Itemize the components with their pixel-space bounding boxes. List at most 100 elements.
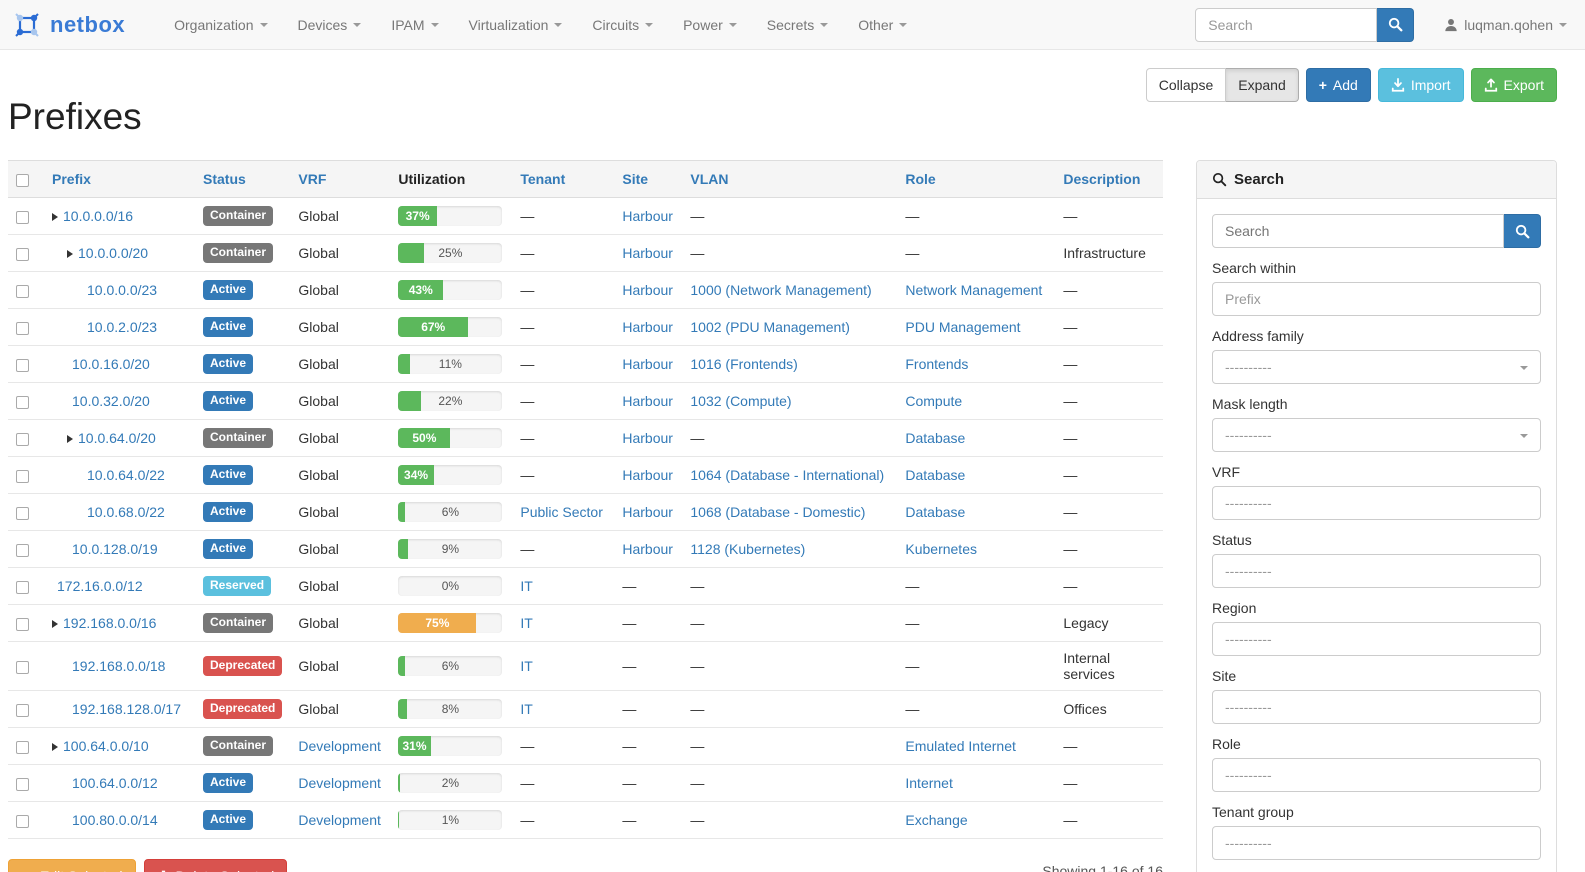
expand-button[interactable]: Expand: [1226, 68, 1299, 102]
prefix-link[interactable]: 10.0.64.0/20: [78, 430, 156, 446]
site-link[interactable]: Harbour: [622, 208, 673, 224]
vlan-link[interactable]: 1000 (Network Management): [690, 282, 872, 298]
prefix-link[interactable]: 10.0.0.0/16: [63, 208, 134, 224]
nav-item-devices[interactable]: Devices: [283, 0, 377, 50]
nav-item-power[interactable]: Power: [668, 0, 752, 50]
role-link[interactable]: Kubernetes: [905, 541, 977, 557]
vlan-link[interactable]: 1032 (Compute): [690, 393, 792, 409]
role-link[interactable]: PDU Management: [905, 319, 1021, 335]
column-header-vlan[interactable]: VLAN: [682, 160, 898, 198]
filter-select-tenant-group[interactable]: ----------: [1212, 826, 1541, 860]
filter-select-status[interactable]: ----------: [1212, 554, 1541, 588]
vlan-link[interactable]: 1068 (Database - Domestic): [690, 504, 866, 520]
vrf-link[interactable]: Development: [298, 812, 381, 828]
prefix-link[interactable]: 172.16.0.0/12: [57, 578, 143, 594]
prefix-link[interactable]: 10.0.0.0/20: [78, 245, 149, 261]
prefix-link[interactable]: 10.0.68.0/22: [87, 504, 165, 520]
nav-item-ipam[interactable]: IPAM: [376, 0, 453, 50]
filter-input-search-within[interactable]: [1212, 282, 1541, 316]
prefix-link[interactable]: 10.0.32.0/20: [72, 393, 150, 409]
row-checkbox[interactable]: [16, 395, 29, 409]
filter-select-role[interactable]: ----------: [1212, 758, 1541, 792]
nav-item-circuits[interactable]: Circuits: [577, 0, 668, 50]
site-link[interactable]: Harbour: [622, 245, 673, 261]
row-checkbox[interactable]: [16, 740, 29, 754]
row-checkbox[interactable]: [16, 432, 29, 446]
prefix-link[interactable]: 100.80.0.0/14: [72, 812, 158, 828]
add-button[interactable]: + Add: [1305, 68, 1371, 102]
column-header-site[interactable]: Site: [614, 160, 683, 198]
site-link[interactable]: Harbour: [622, 467, 673, 483]
role-link[interactable]: Exchange: [905, 812, 968, 828]
prefix-link[interactable]: 192.168.0.0/16: [63, 615, 157, 631]
vlan-link[interactable]: 1064 (Database - International): [690, 467, 885, 483]
nav-item-other[interactable]: Other: [843, 0, 922, 50]
role-link[interactable]: Database: [905, 504, 966, 520]
filter-select-address-family[interactable]: ----------: [1212, 350, 1541, 384]
prefix-link[interactable]: 10.0.16.0/20: [72, 356, 150, 372]
prefix-link[interactable]: 192.168.128.0/17: [72, 701, 181, 717]
filter-select-vrf[interactable]: ----------: [1212, 486, 1541, 520]
column-header-prefix[interactable]: Prefix: [44, 160, 195, 198]
vlan-link[interactable]: 1002 (PDU Management): [690, 319, 850, 335]
nav-item-virtualization[interactable]: Virtualization: [454, 0, 578, 50]
row-checkbox[interactable]: [16, 703, 29, 717]
row-checkbox[interactable]: [16, 210, 29, 224]
site-link[interactable]: Harbour: [622, 356, 673, 372]
column-header-tenant[interactable]: Tenant: [512, 160, 615, 198]
collapse-button[interactable]: Collapse: [1145, 68, 1227, 102]
tenant-link[interactable]: IT: [520, 701, 533, 717]
nav-item-secrets[interactable]: Secrets: [752, 0, 843, 50]
row-checkbox[interactable]: [16, 814, 29, 828]
column-header-status[interactable]: Status: [195, 160, 291, 198]
row-checkbox[interactable]: [16, 284, 29, 298]
row-checkbox[interactable]: [16, 469, 29, 483]
edit-selected-button[interactable]: Edit Selected: [8, 859, 136, 872]
prefix-link[interactable]: 10.0.2.0/23: [87, 319, 158, 335]
site-link[interactable]: Harbour: [622, 541, 673, 557]
row-checkbox[interactable]: [16, 321, 29, 335]
tenant-link[interactable]: Public Sector: [520, 504, 603, 520]
row-checkbox[interactable]: [16, 580, 29, 594]
row-checkbox[interactable]: [16, 506, 29, 520]
row-checkbox[interactable]: [16, 660, 29, 674]
prefix-link[interactable]: 100.64.0.0/12: [72, 775, 158, 791]
import-button[interactable]: Import: [1377, 68, 1464, 102]
row-checkbox[interactable]: [16, 543, 29, 557]
row-checkbox[interactable]: [16, 777, 29, 791]
filter-search-input[interactable]: [1212, 214, 1504, 248]
prefix-link[interactable]: 10.0.0.0/23: [87, 282, 158, 298]
navbar-search-input[interactable]: [1195, 7, 1378, 42]
prefix-link[interactable]: 192.168.0.0/18: [72, 658, 166, 674]
site-link[interactable]: Harbour: [622, 282, 673, 298]
row-checkbox[interactable]: [16, 358, 29, 372]
vlan-link[interactable]: 1128 (Kubernetes): [690, 541, 806, 557]
filter-select-region[interactable]: ----------: [1212, 622, 1541, 656]
tenant-link[interactable]: IT: [520, 658, 533, 674]
filter-search-button[interactable]: [1504, 214, 1541, 248]
netbox-brand[interactable]: netbox: [0, 10, 137, 40]
user-menu[interactable]: luqman.qohen: [1444, 17, 1567, 33]
role-link[interactable]: Network Management: [905, 282, 1043, 298]
nav-item-organization[interactable]: Organization: [159, 0, 282, 50]
prefix-link[interactable]: 100.64.0.0/10: [63, 738, 149, 754]
role-link[interactable]: Database: [905, 430, 966, 446]
site-link[interactable]: Harbour: [622, 430, 673, 446]
role-link[interactable]: Frontends: [905, 356, 969, 372]
tenant-link[interactable]: IT: [520, 578, 533, 594]
role-link[interactable]: Emulated Internet: [905, 738, 1016, 754]
vrf-link[interactable]: Development: [298, 738, 381, 754]
role-link[interactable]: Internet: [905, 775, 953, 791]
row-checkbox[interactable]: [16, 247, 29, 261]
row-checkbox[interactable]: [16, 617, 29, 631]
column-header-vrf[interactable]: VRF: [290, 160, 391, 198]
column-header-role[interactable]: Role: [897, 160, 1056, 198]
filter-select-mask-length[interactable]: ----------: [1212, 418, 1541, 452]
column-header-description[interactable]: Description: [1055, 160, 1163, 198]
navbar-search-button[interactable]: [1377, 7, 1415, 42]
tenant-link[interactable]: IT: [520, 615, 533, 631]
select-all-checkbox[interactable]: [16, 173, 29, 187]
site-link[interactable]: Harbour: [622, 319, 673, 335]
vlan-link[interactable]: 1016 (Frontends): [690, 356, 798, 372]
role-link[interactable]: Compute: [905, 393, 963, 409]
